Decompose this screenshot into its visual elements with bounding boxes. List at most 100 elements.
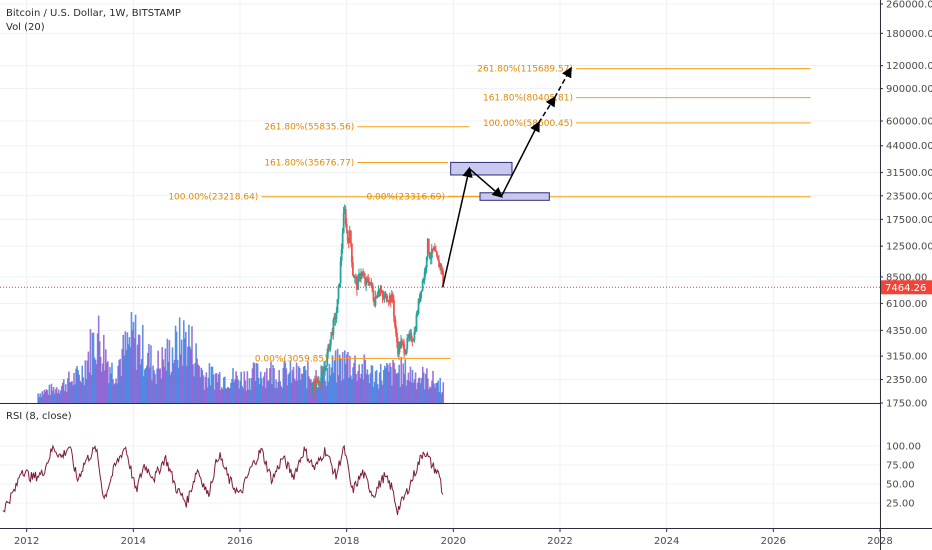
volume-bar	[180, 339, 183, 403]
volume-bar	[277, 381, 279, 403]
candle-body	[436, 251, 438, 257]
candle-body	[426, 238, 429, 257]
volume-bar	[81, 365, 84, 403]
candle-body	[419, 291, 422, 302]
volume-bar	[438, 392, 440, 403]
candle-body	[408, 334, 411, 338]
volume-bar	[390, 366, 392, 403]
volume-bar	[138, 335, 141, 403]
volume-bar	[117, 365, 119, 403]
x-tick-label-1: 2014	[121, 536, 146, 547]
volume-bar	[363, 354, 366, 403]
volume-bar	[126, 332, 129, 403]
volume-bar	[135, 369, 138, 403]
volume-bar	[213, 389, 216, 403]
volume-bar	[203, 389, 206, 403]
volume-bar	[319, 387, 321, 403]
volume-bar	[154, 374, 156, 403]
volume-bar	[131, 330, 134, 403]
price-axis[interactable]	[880, 0, 932, 550]
volume-bar	[61, 382, 64, 403]
candle-body	[327, 345, 330, 353]
volume-bar	[344, 350, 346, 403]
volume-bar	[409, 366, 412, 403]
volume-bar	[166, 338, 169, 403]
candle-body	[315, 378, 317, 389]
candle-body	[359, 274, 361, 279]
volume-bar	[385, 368, 387, 403]
candle-body	[317, 381, 319, 383]
candle-body	[416, 313, 419, 315]
projection-arrow-1[interactable]	[468, 168, 503, 198]
candle-body	[417, 299, 420, 314]
volume-bar	[68, 371, 70, 403]
symbol-title: Bitcoin / U.S. Dollar, 1W, BITSTAMP	[6, 8, 181, 19]
volume-bar	[360, 373, 363, 403]
price-candles	[312, 204, 445, 398]
candle-body	[389, 295, 392, 303]
volume-bar	[164, 348, 167, 403]
candle-body	[369, 281, 372, 285]
volume-bar	[76, 366, 78, 403]
volume-bar	[237, 379, 239, 403]
projection-arrow-4[interactable]	[554, 66, 572, 98]
candle-body	[330, 332, 333, 340]
volume-bar	[281, 388, 284, 403]
projection-arrow-2[interactable]	[500, 120, 540, 197]
volume-bar	[148, 344, 150, 403]
volume-bar	[119, 358, 121, 403]
volume-bar	[53, 393, 56, 403]
candle-body	[361, 272, 364, 274]
candle-body	[343, 209, 346, 213]
candle-body	[368, 282, 371, 285]
fib-level-label-2: 100.00%(58600.45)	[483, 119, 573, 129]
x-tick-label-4: 2020	[441, 536, 466, 547]
candle-body	[358, 274, 360, 278]
candle-body	[375, 296, 378, 298]
volume-bar	[305, 370, 307, 403]
volume-bar	[101, 363, 104, 403]
candle-body	[344, 209, 347, 224]
volume-bar	[216, 382, 219, 403]
volume-bar	[174, 325, 177, 403]
candle-body	[413, 332, 416, 341]
volume-bar	[170, 371, 173, 403]
volume-bar	[243, 371, 246, 403]
candle-body	[403, 343, 406, 354]
volume-bar	[205, 372, 208, 403]
candle-body	[382, 296, 385, 299]
projection-arrow-3[interactable]	[538, 95, 556, 124]
volume-bar	[230, 382, 232, 403]
candle-body	[414, 331, 417, 333]
candle-body	[384, 293, 387, 296]
volume-bar	[304, 365, 306, 403]
volume-bar	[429, 386, 431, 403]
target-zone-1[interactable]	[479, 192, 550, 201]
fibonacci-levels[interactable]: 261.80%(115689.57) 161.80%(80405.81) 100.0…	[168, 65, 811, 365]
volume-bar	[381, 385, 384, 403]
volume-bar	[326, 367, 329, 403]
volume-bar	[418, 377, 421, 403]
volume-bar	[204, 376, 207, 403]
target-zone-0[interactable]	[450, 161, 513, 176]
volume-bar	[173, 359, 176, 403]
volume-bar	[187, 346, 189, 403]
volume-bar	[246, 371, 249, 403]
candle-body	[318, 381, 320, 384]
candle-body	[322, 371, 325, 373]
candle-body	[421, 280, 424, 291]
volume-bar	[352, 367, 354, 403]
volume-bar	[190, 349, 192, 403]
volume-bar	[185, 331, 187, 403]
projection-arrows[interactable]	[441, 66, 572, 288]
volume-bar	[43, 389, 46, 403]
candle-body	[415, 314, 418, 332]
volume-bar	[370, 365, 373, 403]
volume-bar	[240, 371, 243, 403]
volume-bar	[95, 364, 98, 403]
projection-arrow-0[interactable]	[441, 166, 473, 288]
volume-bar	[234, 379, 236, 403]
candle-body	[362, 272, 365, 276]
